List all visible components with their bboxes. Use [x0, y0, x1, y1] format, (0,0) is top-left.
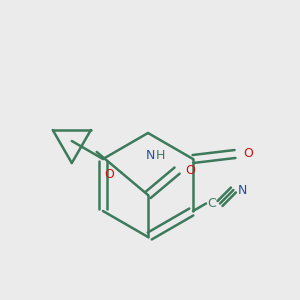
Text: N: N — [145, 148, 155, 161]
Text: N: N — [238, 184, 247, 196]
Text: O: O — [243, 148, 253, 160]
Text: O: O — [104, 168, 114, 181]
Text: O: O — [185, 164, 195, 177]
Text: C: C — [208, 197, 216, 210]
Text: H: H — [155, 148, 165, 161]
